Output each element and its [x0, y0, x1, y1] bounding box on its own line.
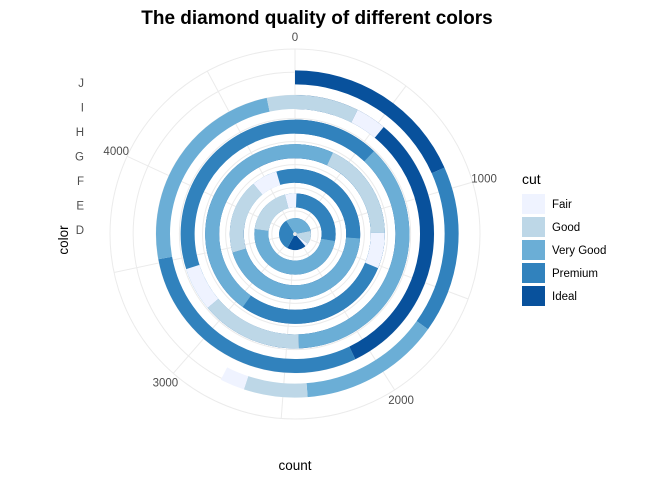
tick-label-2000: 2000 — [388, 395, 414, 407]
legend-swatch-fair — [522, 194, 545, 214]
legend-title: cut — [522, 171, 541, 187]
tick-label-0: 0 — [292, 32, 298, 44]
bar-G-good — [326, 152, 385, 234]
x-axis-title: count — [278, 458, 311, 473]
bar-H-very-good — [298, 151, 410, 349]
bar-F-fair — [253, 171, 281, 195]
legend: cut Fair Good Very Good Premium Ideal — [522, 171, 606, 306]
bar-I-good — [266, 95, 358, 123]
category-label-E: E — [76, 201, 84, 213]
bar-I-fair — [351, 109, 384, 138]
bar-G-fair — [365, 232, 385, 269]
bar-D-good — [296, 230, 311, 244]
bar-D-premium — [279, 220, 295, 249]
bar-F-good — [229, 183, 263, 253]
bar-H-fair — [186, 264, 219, 308]
category-label-J: J — [78, 78, 84, 90]
category-label-D: D — [76, 225, 84, 237]
tick-label-4000: 4000 — [103, 146, 129, 158]
bar-H-good — [207, 298, 299, 349]
chart-title: The diamond quality of different colors — [141, 8, 493, 29]
bar-E-very-good — [254, 229, 335, 275]
legend-label-fair: Fair — [552, 199, 572, 211]
category-label-I: I — [81, 103, 84, 115]
bar-E-fair — [284, 193, 297, 209]
legend-label-very-good: Very Good — [552, 245, 606, 257]
bar-E-good — [254, 194, 289, 232]
bar-J-very-good — [306, 321, 429, 398]
legend-label-good: Good — [552, 222, 580, 234]
bar-J-ideal — [294, 70, 445, 174]
bar-J-premium — [416, 167, 459, 330]
angular-tick-labels: 0 1000 2000 3000 4000 — [103, 32, 496, 407]
bar-I-very-good — [156, 97, 270, 260]
bar-J-good — [243, 376, 308, 398]
tick-label-1000: 1000 — [471, 174, 497, 186]
bar-F-very-good — [232, 237, 361, 300]
category-label-H: H — [76, 127, 84, 139]
bars — [156, 70, 459, 398]
legend-swatch-good — [522, 217, 545, 237]
y-axis-title: color — [56, 225, 71, 255]
legend-label-ideal: Ideal — [552, 291, 577, 303]
bar-D-very-good — [286, 218, 311, 235]
legend-label-premium: Premium — [552, 268, 598, 280]
bar-G-very-good — [205, 144, 333, 308]
color-category-labels: DE FG HI J — [75, 78, 84, 237]
category-label-G: G — [75, 152, 84, 164]
category-label-F: F — [77, 176, 84, 188]
bar-D-fair — [296, 235, 308, 247]
legend-swatch-very-good — [522, 240, 545, 260]
legend-swatch-ideal — [522, 286, 545, 306]
tick-label-3000: 3000 — [153, 377, 179, 389]
legend-swatch-premium — [522, 263, 545, 283]
bar-H-premium — [180, 119, 374, 309]
bar-I-premium — [158, 256, 356, 373]
bar-J-fair — [220, 367, 249, 390]
